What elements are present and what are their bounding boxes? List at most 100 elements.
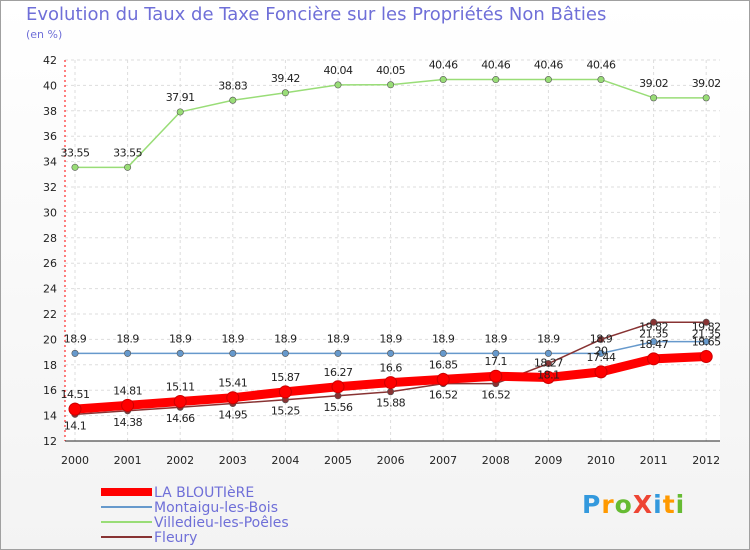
data-label: 18.9 xyxy=(222,332,245,345)
data-label: 39.02 xyxy=(639,77,668,90)
legend-label: Fleury xyxy=(154,530,197,546)
data-point xyxy=(176,108,184,116)
data-label: 18.9 xyxy=(169,332,192,345)
data-point xyxy=(121,398,135,412)
data-label: 16.6 xyxy=(379,362,402,375)
data-label: 33.55 xyxy=(113,146,142,159)
data-point xyxy=(334,349,342,357)
data-point xyxy=(387,349,395,357)
data-point xyxy=(71,349,79,357)
data-label: 15.11 xyxy=(166,381,195,394)
data-label: 33.55 xyxy=(61,146,90,159)
data-label: 18.9 xyxy=(327,332,350,345)
data-point xyxy=(594,365,608,379)
data-label: 38.83 xyxy=(218,79,247,92)
data-point xyxy=(229,349,237,357)
data-label: 18.9 xyxy=(485,332,508,345)
data-label: 15.41 xyxy=(218,377,247,390)
data-point xyxy=(492,76,500,84)
legend-label: Villedieu-les-Poêles xyxy=(154,515,289,531)
data-label: 21.35 xyxy=(692,327,721,340)
data-point xyxy=(334,392,342,400)
data-label: 40.46 xyxy=(534,59,563,72)
logo-letter: X xyxy=(632,490,654,519)
y-tick-label: 30 xyxy=(43,206,57,219)
x-tick-label: 2007 xyxy=(429,454,457,467)
data-point xyxy=(702,318,710,326)
data-label: 17.44 xyxy=(587,351,616,364)
data-label: 40.04 xyxy=(324,64,353,77)
x-tick-label: 2000 xyxy=(61,454,89,467)
y-tick-label: 34 xyxy=(43,156,57,169)
y-tick-label: 12 xyxy=(43,435,57,448)
data-point xyxy=(650,318,658,326)
data-label: 18.9 xyxy=(274,332,297,345)
data-label: 20 xyxy=(595,344,608,357)
x-tick-label: 2010 xyxy=(587,454,615,467)
data-point xyxy=(544,360,552,368)
y-tick-label: 20 xyxy=(43,333,57,346)
data-label: 15.56 xyxy=(324,401,353,414)
data-point xyxy=(71,163,79,171)
logo-letter: P xyxy=(582,490,602,519)
data-label: 15.88 xyxy=(376,397,405,410)
data-point xyxy=(492,349,500,357)
data-label: 14.81 xyxy=(113,384,142,397)
chart-title: Evolution du Taux de Taxe Foncière sur l… xyxy=(26,4,607,25)
proxiti-logo: ProXiti xyxy=(582,490,685,519)
data-point xyxy=(597,335,605,343)
data-point xyxy=(541,371,555,384)
data-point xyxy=(436,372,450,386)
data-point xyxy=(331,380,345,394)
x-tick-label: 2011 xyxy=(640,454,668,467)
data-label: 14.66 xyxy=(166,412,195,425)
data-label: 18.47 xyxy=(639,338,668,351)
y-tick-label: 22 xyxy=(43,308,57,321)
data-point xyxy=(702,94,710,102)
x-tick-label: 2008 xyxy=(482,454,510,467)
data-point xyxy=(647,352,661,366)
data-point xyxy=(544,349,552,357)
y-tick-label: 42 xyxy=(43,54,57,67)
data-point xyxy=(439,349,447,357)
data-point xyxy=(278,385,292,399)
data-label: 18.9 xyxy=(64,332,87,345)
y-tick-label: 18 xyxy=(43,359,57,372)
x-tick-label: 2012 xyxy=(692,454,720,467)
y-tick-label: 14 xyxy=(43,410,57,423)
data-point xyxy=(387,81,395,89)
data-label: 37.91 xyxy=(166,91,195,104)
data-label: 18.9 xyxy=(432,332,455,345)
data-label: 19.82 xyxy=(639,321,668,334)
data-point xyxy=(384,376,398,390)
x-tick-label: 2001 xyxy=(114,454,142,467)
data-point xyxy=(173,395,187,409)
data-point xyxy=(489,369,503,383)
data-label: 18.1 xyxy=(537,369,560,382)
x-tick-label: 2003 xyxy=(219,454,247,467)
legend-label: LA BLOUTIèRE xyxy=(154,485,254,501)
data-point xyxy=(226,391,240,405)
data-point xyxy=(544,76,552,84)
data-label: 18.9 xyxy=(379,332,402,345)
data-point xyxy=(334,81,342,89)
data-label: 40.05 xyxy=(376,64,405,77)
logo-letter: i xyxy=(675,490,686,519)
y-tick-label: 28 xyxy=(43,232,57,245)
data-label: 14.1 xyxy=(64,419,87,432)
data-label: 14.95 xyxy=(218,409,247,422)
y-tick-label: 40 xyxy=(43,79,57,92)
data-label: 18.65 xyxy=(692,336,721,349)
data-label: 18.27 xyxy=(534,357,563,370)
x-tick-label: 2005 xyxy=(324,454,352,467)
data-label: 15.25 xyxy=(271,405,300,418)
data-label: 16.85 xyxy=(429,358,458,371)
data-point xyxy=(124,349,132,357)
data-label: 14.51 xyxy=(61,388,90,401)
data-label: 18.9 xyxy=(116,332,139,345)
data-label: 18.9 xyxy=(590,332,613,345)
legend-label: Montaigu-les-Bois xyxy=(154,500,278,516)
data-point xyxy=(387,388,395,396)
data-label: 40.46 xyxy=(429,59,458,72)
